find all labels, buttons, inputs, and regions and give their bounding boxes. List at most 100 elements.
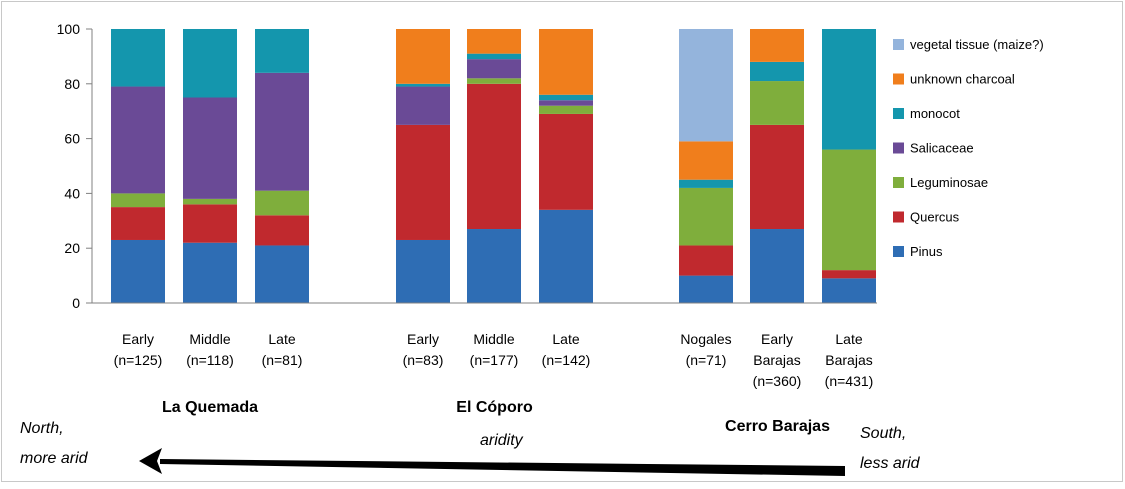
bar-segment xyxy=(679,179,733,188)
bar-segment xyxy=(750,61,804,82)
x-tick-label: (n=81) xyxy=(262,352,303,368)
bar-segment xyxy=(539,105,593,114)
y-tick-label: 0 xyxy=(72,295,80,311)
bar-segment xyxy=(396,239,450,303)
bar-segment xyxy=(822,278,876,303)
y-tick-label: 80 xyxy=(64,76,80,92)
legend-swatch xyxy=(893,39,904,50)
aridity-arrow-head xyxy=(139,448,162,474)
bar-segment xyxy=(539,113,593,210)
bar-segment xyxy=(467,229,521,303)
bar-segment xyxy=(750,81,804,125)
bar-segment xyxy=(255,190,309,216)
x-tick-label: Barajas xyxy=(753,352,800,368)
bar-segment xyxy=(255,245,309,303)
x-tick-label: (n=71) xyxy=(686,352,727,368)
group-label: El Cóporo xyxy=(456,399,533,416)
y-tick-label: 40 xyxy=(64,185,80,201)
x-tick-label: (n=177) xyxy=(470,352,519,368)
bar-segment xyxy=(467,59,521,79)
bar-segment xyxy=(255,29,309,73)
bar-segment xyxy=(467,29,521,54)
annotation-south: South, xyxy=(860,425,906,442)
legend-label: Pinus xyxy=(910,244,943,259)
aridity-arrow-shaft xyxy=(160,459,845,476)
bar-segment xyxy=(467,78,521,84)
bar-segment xyxy=(822,270,876,279)
bar-segment xyxy=(183,204,237,243)
bar-segment xyxy=(111,207,165,240)
bar-segment xyxy=(255,215,309,246)
annotation-north: more arid xyxy=(20,450,89,467)
bar-segment xyxy=(396,124,450,240)
annotation-north: North, xyxy=(20,420,64,437)
bar-segment xyxy=(822,29,876,150)
bar-segment xyxy=(467,83,521,230)
y-tick-label: 60 xyxy=(64,131,80,147)
x-tick-label: Barajas xyxy=(825,352,872,368)
bar-segment xyxy=(183,242,237,303)
x-tick-label: (n=83) xyxy=(403,352,444,368)
annotation-aridity: aridity xyxy=(480,432,524,449)
x-tick-label: (n=360) xyxy=(753,373,802,389)
x-tick-label: Late xyxy=(552,331,579,347)
x-tick-label: Early xyxy=(407,331,439,347)
x-tick-label: Early xyxy=(761,331,793,347)
bar-segment xyxy=(539,29,593,95)
legend-label: Salicaceae xyxy=(910,141,974,156)
legend-label: monocot xyxy=(910,106,960,121)
legend-swatch xyxy=(893,73,904,85)
x-tick-label: (n=142) xyxy=(542,352,591,368)
annotation-south: less arid xyxy=(860,455,921,472)
bar-segment xyxy=(183,29,237,98)
x-tick-label: Middle xyxy=(473,331,514,347)
x-tick-label: (n=431) xyxy=(825,373,874,389)
y-tick-label: 20 xyxy=(64,240,80,256)
x-tick-label: (n=118) xyxy=(186,352,234,368)
legend-swatch xyxy=(893,211,904,223)
x-tick-label: Middle xyxy=(189,331,230,347)
bar-segment xyxy=(111,86,165,194)
group-label: Cerro Barajas xyxy=(725,418,830,435)
legend-label: unknown charcoal xyxy=(910,72,1015,87)
bar-segment xyxy=(183,198,237,205)
bar-segment xyxy=(750,229,804,303)
legend-label: vegetal tissue (maize?) xyxy=(910,37,1044,52)
x-tick-label: Nogales xyxy=(680,331,731,347)
legend-swatch xyxy=(893,177,904,188)
legend-swatch xyxy=(893,108,904,119)
bar-segment xyxy=(255,72,309,191)
bar-segment xyxy=(183,97,237,199)
bar-segment xyxy=(539,100,593,106)
x-tick-label: Late xyxy=(268,331,295,347)
y-tick-label: 100 xyxy=(57,21,81,37)
bar-segment xyxy=(396,29,450,84)
x-tick-label: Late xyxy=(835,331,862,347)
bar-segment xyxy=(467,53,521,60)
bar-segment xyxy=(750,29,804,62)
bar-segment xyxy=(396,83,450,87)
bar-segment xyxy=(111,239,165,303)
x-tick-label: (n=125) xyxy=(114,352,163,368)
bar-segment xyxy=(111,29,165,87)
group-label: La Quemada xyxy=(162,399,258,416)
bar-segment xyxy=(822,149,876,271)
bar-segment xyxy=(679,245,733,276)
bar-segment xyxy=(396,86,450,125)
bar-segment xyxy=(539,94,593,101)
bar-segment xyxy=(679,275,733,303)
legend-label: Leguminosae xyxy=(910,175,988,190)
legend-label: Quercus xyxy=(910,210,960,225)
bar-segment xyxy=(679,141,733,180)
x-tick-label: Early xyxy=(122,331,154,347)
legend-swatch xyxy=(893,142,904,154)
bar-segment xyxy=(679,29,733,142)
bar-segment xyxy=(111,193,165,208)
bar-segment xyxy=(750,124,804,230)
bar-segment xyxy=(539,209,593,303)
bar-segment xyxy=(679,187,733,246)
legend-swatch xyxy=(893,246,904,257)
